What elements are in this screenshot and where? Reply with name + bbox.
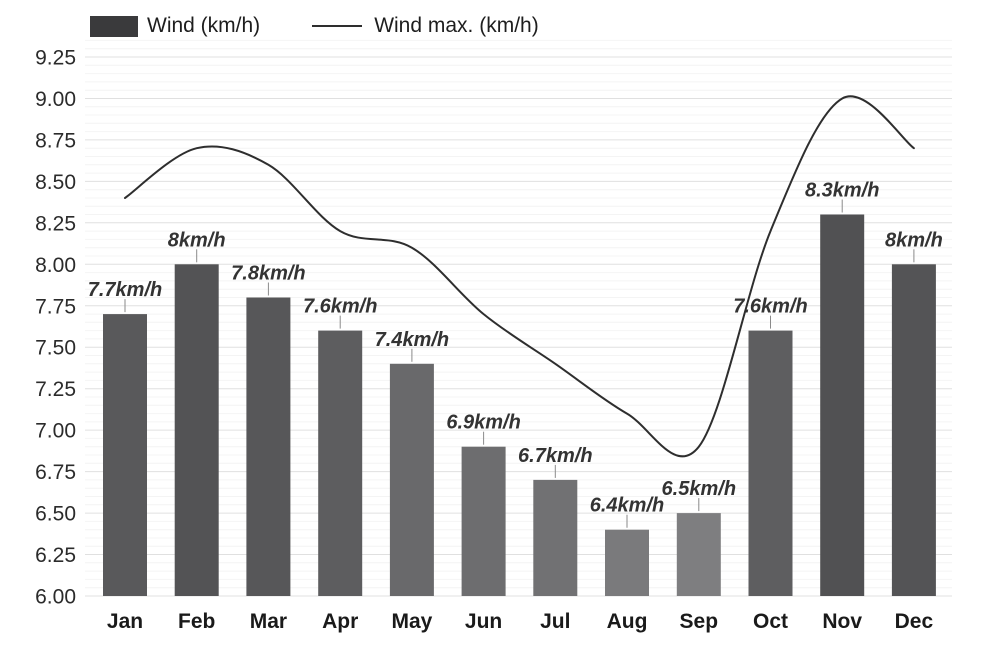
bar-jun[interactable] <box>461 446 506 596</box>
line-series <box>124 95 915 458</box>
y-tick-label: 9.25 <box>35 47 76 70</box>
bar-may[interactable] <box>389 363 434 596</box>
y-tick-label: 8.75 <box>35 129 76 152</box>
line-series-swatch-icon <box>312 25 363 27</box>
bar-jan[interactable] <box>103 314 147 596</box>
x-tick-label-aug: Aug <box>607 610 648 633</box>
x-tick-label-sep: Sep <box>680 610 719 633</box>
y-axis-labels: 6.00 6.25 6.50 6.75 7.00 7.25 7.50 7.75 8.00 8.25… <box>35 47 76 609</box>
legend-item-wind[interactable]: Wind (km/h) <box>90 15 260 37</box>
y-tick-label: 6.00 <box>35 586 76 609</box>
wind-max-spline[interactable] <box>124 95 915 458</box>
bar-apr[interactable] <box>318 330 363 596</box>
bar-series <box>103 214 936 597</box>
y-tick-label: 8.25 <box>35 212 76 235</box>
x-tick-label-jan: Jan <box>107 610 143 633</box>
legend-item-wind-max[interactable]: Wind max. (km/h) <box>312 15 539 37</box>
bar-data-labels: 7.7km/h8km/h7.8km/h7.6km/h7.4km/h6.9km/h… <box>88 180 943 517</box>
major-gridlines <box>85 56 952 597</box>
bar-sep[interactable] <box>676 513 721 596</box>
x-axis-labels: Jan Feb Mar Apr May Jun Jul Aug Sep Oct Nov Dec <box>107 610 934 633</box>
legend: Wind (km/h) Wind max. (km/h) <box>90 15 539 37</box>
bar-data-label-jul: 6.7km/h <box>518 445 592 467</box>
x-tick-label-jul: Jul <box>540 610 570 633</box>
y-tick-label: 7.00 <box>35 420 76 443</box>
legend-label-wind: Wind (km/h) <box>147 14 261 37</box>
x-tick-label-nov: Nov <box>822 610 862 633</box>
bar-data-label-jan: 7.7km/h <box>88 279 162 301</box>
bar-oct[interactable] <box>748 330 793 596</box>
bar-dec[interactable] <box>891 264 936 596</box>
x-tick-label-feb: Feb <box>178 610 215 633</box>
bar-data-label-jun: 6.9km/h <box>446 412 520 434</box>
bar-aug[interactable] <box>605 529 649 596</box>
bar-mar[interactable] <box>246 297 291 597</box>
y-tick-label: 7.50 <box>35 337 76 360</box>
x-tick-label-may: May <box>391 610 432 633</box>
x-tick-label-jun: Jun <box>465 610 502 633</box>
y-tick-label: 6.50 <box>35 503 76 526</box>
data-label-connectors <box>124 199 915 528</box>
y-tick-label: 9.00 <box>35 88 76 111</box>
x-tick-label-dec: Dec <box>895 610 934 633</box>
bar-feb[interactable] <box>174 264 219 596</box>
x-tick-label-oct: Oct <box>753 610 788 633</box>
y-tick-label: 6.25 <box>35 544 76 567</box>
bar-data-label-aug: 6.4km/h <box>590 495 664 517</box>
bar-data-label-dec: 8km/h <box>885 229 943 251</box>
bar-data-label-sep: 6.5km/h <box>662 478 736 500</box>
y-tick-label: 6.75 <box>35 461 76 484</box>
bar-data-label-nov: 8.3km/h <box>805 180 879 202</box>
bar-data-label-apr: 7.6km/h <box>303 296 377 318</box>
bar-data-label-feb: 8km/h <box>168 229 226 251</box>
x-tick-label-mar: Mar <box>250 610 287 633</box>
legend-label-wind-max: Wind max. (km/h) <box>374 14 539 37</box>
bar-series-swatch-icon <box>90 15 138 37</box>
bar-data-label-oct: 7.6km/h <box>733 296 807 318</box>
y-tick-label: 7.75 <box>35 295 76 318</box>
x-tick-label-apr: Apr <box>322 610 358 633</box>
y-tick-label: 8.00 <box>35 254 76 277</box>
bar-nov[interactable] <box>820 214 865 597</box>
bar-data-label-mar: 7.8km/h <box>231 263 305 285</box>
y-tick-label: 7.25 <box>35 378 76 401</box>
bar-data-label-may: 7.4km/h <box>375 329 449 351</box>
y-tick-label: 8.50 <box>35 171 76 194</box>
bar-jul[interactable] <box>533 479 578 596</box>
